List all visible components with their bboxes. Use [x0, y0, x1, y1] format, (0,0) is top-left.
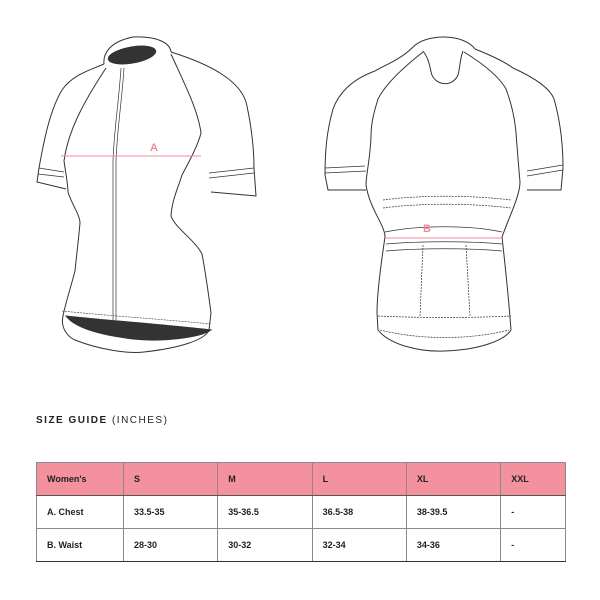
table-cell: 32-34 [311, 528, 407, 562]
row-label: B. Waist [36, 528, 124, 562]
table-row: A. Chest 33.5-35 35-36.5 36.5-38 38-39.5… [36, 495, 566, 529]
table-cell: - [500, 528, 566, 562]
table-cell: 33.5-35 [122, 495, 219, 529]
table-cell: - [500, 495, 566, 529]
column-header: XL [405, 462, 502, 496]
column-header: S [122, 462, 219, 496]
chest-measure-label: A [150, 142, 158, 154]
column-header: Women's [36, 462, 124, 496]
table-cell: 34-36 [405, 528, 502, 562]
waist-measure-label: B [423, 223, 431, 235]
table-cell: 28-30 [122, 528, 219, 562]
row-label: A. Chest [36, 495, 124, 529]
column-header: XXL [500, 462, 566, 496]
front-jersey: A [36, 36, 257, 353]
table-cell: 36.5-38 [311, 495, 407, 529]
size-guide-title-text: SIZE GUIDE [36, 415, 108, 426]
back-jersey: B [324, 36, 564, 352]
table-cell: 38-39.5 [405, 495, 502, 529]
table-row: B. Waist 28-30 30-32 32-34 34-36 - [36, 528, 566, 562]
table-cell: 30-32 [217, 528, 313, 562]
table-cell: 35-36.5 [217, 495, 313, 529]
size-guide-title: SIZE GUIDE (INCHES) [36, 415, 168, 426]
jersey-diagram: A B [36, 36, 564, 353]
size-guide-unit: (INCHES) [111, 415, 169, 426]
column-header: M [217, 462, 313, 496]
table-header-row: Women's S M L XL XXL [36, 462, 566, 496]
size-table: Women's S M L XL XXL A. Chest 33.5-35 35… [36, 462, 566, 562]
column-header: L [311, 462, 407, 496]
